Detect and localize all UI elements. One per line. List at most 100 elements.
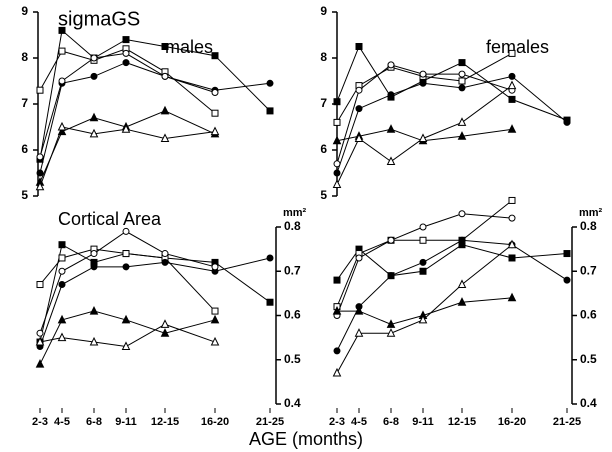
marker xyxy=(122,49,130,57)
y-tick-label: 0.7 xyxy=(580,263,597,277)
x-tick-label: 6-8 xyxy=(383,416,399,428)
x-tick-label: 2-3 xyxy=(32,416,48,428)
marker xyxy=(35,359,45,368)
marker xyxy=(58,47,66,55)
marker xyxy=(332,135,342,145)
marker xyxy=(211,307,219,315)
marker xyxy=(121,124,131,133)
marker xyxy=(58,241,66,249)
panel-title: Cortical Area xyxy=(58,209,162,229)
marker xyxy=(90,54,98,62)
y-tick-label: 6 xyxy=(21,142,28,156)
marker xyxy=(354,305,364,315)
marker xyxy=(211,52,219,60)
marker xyxy=(507,80,517,90)
marker xyxy=(332,179,342,188)
panel-title: sigmaGS xyxy=(58,8,140,30)
marker xyxy=(563,250,571,258)
marker xyxy=(266,79,274,87)
series-line xyxy=(39,29,271,160)
marker xyxy=(161,72,169,80)
x-tick-label: 16-20 xyxy=(498,416,526,428)
series-line xyxy=(336,244,513,374)
marker xyxy=(332,367,342,377)
marker xyxy=(563,276,571,284)
marker xyxy=(386,124,396,133)
marker xyxy=(419,267,427,275)
marker xyxy=(160,328,170,337)
series-line xyxy=(39,52,216,158)
y-tick-label: 0.8 xyxy=(580,219,597,233)
marker xyxy=(458,84,466,92)
series-line xyxy=(336,244,568,281)
marker xyxy=(387,236,395,244)
marker xyxy=(419,236,427,244)
series-line xyxy=(39,230,216,334)
series-line xyxy=(39,62,271,174)
marker xyxy=(266,298,274,306)
series-line xyxy=(336,52,513,123)
x-tick-label: 21-25 xyxy=(553,416,581,428)
marker xyxy=(507,292,517,302)
marker xyxy=(36,169,44,177)
unit-label: mm² xyxy=(283,207,307,219)
marker xyxy=(418,133,428,142)
marker xyxy=(90,250,98,258)
series-line xyxy=(336,75,568,174)
series-line xyxy=(336,64,513,164)
marker xyxy=(36,281,44,289)
marker xyxy=(57,314,67,324)
marker xyxy=(89,128,99,138)
y-tick-label: 9 xyxy=(21,4,28,18)
y-tick-label: 0.6 xyxy=(580,308,597,322)
series-line xyxy=(336,239,568,352)
marker xyxy=(210,126,220,136)
series-line xyxy=(39,110,216,183)
marker xyxy=(161,258,169,266)
marker xyxy=(418,314,428,324)
panel-label: males xyxy=(165,37,213,57)
marker xyxy=(387,272,395,280)
marker xyxy=(458,210,466,218)
y-tick-label: 0.5 xyxy=(580,352,597,366)
marker xyxy=(419,223,427,231)
marker xyxy=(57,332,67,342)
marker xyxy=(458,70,466,78)
marker xyxy=(122,263,130,271)
marker xyxy=(36,153,44,161)
marker xyxy=(122,36,130,44)
y-tick-label: 9 xyxy=(320,4,327,18)
marker xyxy=(210,314,220,324)
marker xyxy=(161,250,169,258)
x-tick-label: 12-15 xyxy=(151,416,179,428)
x-tick-label: 4-5 xyxy=(54,416,70,428)
marker xyxy=(386,319,396,328)
marker xyxy=(211,109,219,117)
y-tick-label: 5 xyxy=(21,188,28,202)
marker xyxy=(161,43,169,50)
marker xyxy=(354,328,364,337)
marker xyxy=(122,59,130,67)
marker xyxy=(355,105,363,113)
marker xyxy=(160,133,170,142)
x-tick-label: 6-8 xyxy=(86,416,102,428)
marker xyxy=(35,181,45,191)
marker xyxy=(36,86,44,94)
marker xyxy=(563,118,571,126)
marker xyxy=(58,77,66,85)
x-tick-label: 9-11 xyxy=(412,416,433,428)
marker xyxy=(507,239,517,249)
marker xyxy=(355,86,363,94)
series-line xyxy=(336,128,513,142)
marker xyxy=(89,336,99,346)
series-line xyxy=(336,85,513,185)
marker xyxy=(333,118,341,126)
marker xyxy=(210,336,220,346)
marker xyxy=(36,329,44,337)
marker xyxy=(387,91,395,99)
y-tick-label: 0.4 xyxy=(284,396,301,410)
marker xyxy=(121,314,131,324)
marker xyxy=(122,250,130,258)
marker xyxy=(333,160,341,168)
